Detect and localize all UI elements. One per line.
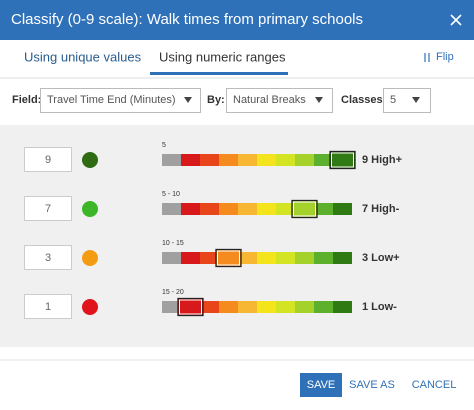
classes-value: 5 [390,94,396,106]
scale-segment[interactable] [162,301,181,313]
close-button[interactable] [450,14,462,26]
value-input[interactable] [24,294,72,319]
class-swatch [82,250,98,266]
scale-segment[interactable] [162,203,181,215]
by-label: By: [207,94,225,106]
scale-segment[interactable] [295,154,314,166]
scale-segment[interactable] [314,203,333,215]
dropdown-arrow [412,97,420,103]
class-swatch [82,299,98,315]
class-label: 3 Low+ [362,252,400,264]
class-swatch [82,152,98,168]
scale-segment[interactable] [238,203,257,215]
scale-segment[interactable] [181,154,200,166]
scale-segment[interactable] [219,154,238,166]
scale-segment[interactable] [276,252,295,264]
value-input[interactable] [24,147,72,172]
class-label: 7 High- [362,203,400,215]
by-value: Natural Breaks [233,94,306,106]
tab-underline [150,72,288,75]
scale-selected-inner [331,152,354,168]
value-input[interactable] [24,245,72,270]
class-label: 1 Low- [362,301,397,313]
header-bar [0,0,474,40]
value-text: 7 [45,203,51,215]
scale-segment[interactable] [276,301,295,313]
scale-segment[interactable] [238,154,257,166]
scale-segment[interactable] [200,154,219,166]
tab[interactable]: Using unique values [24,49,142,64]
scale-selected-inner [217,250,240,266]
scale-segment[interactable] [238,252,257,264]
field-label: Field: [12,94,41,106]
dropdown-arrow [184,97,192,103]
dialog-title: Classify (0-9 scale): Walk times from pr… [11,11,363,28]
flip-button[interactable]: Flip [436,51,454,63]
cancel-button[interactable]: CANCEL [412,379,457,391]
value-text: 9 [45,154,51,166]
scale-segment[interactable] [200,203,219,215]
save-label: SAVE [307,379,336,391]
classes-label: Classes: [341,94,386,106]
value-text: 1 [45,301,51,313]
classes-select[interactable] [383,88,431,113]
scale-segment[interactable] [333,301,352,313]
scale-segment[interactable] [200,301,219,313]
scale-selected-inner [293,201,316,217]
scale-selected-inner [179,299,202,315]
scale-segment[interactable] [162,154,181,166]
scale-segment[interactable] [314,154,333,166]
scale-segment[interactable] [257,203,276,215]
scale-segment[interactable] [276,154,295,166]
scale-selected[interactable] [291,199,318,219]
class-rows: 9 5 9 High+ 7 5 - 10 7 High- 3 10 - 15 3 Low+ 1 15… [24,142,402,319]
scale-selected[interactable] [177,297,204,317]
value-input[interactable] [24,196,72,221]
scale-segment[interactable] [181,252,200,264]
range-label: 5 - 10 [162,191,180,198]
save-button[interactable] [300,373,342,397]
range-label: 10 - 15 [162,240,184,247]
scale-segment[interactable] [181,203,200,215]
scale-segment[interactable] [295,252,314,264]
by-select[interactable] [226,88,333,113]
scale-segment[interactable] [257,252,276,264]
class-swatch [82,201,98,217]
scale-segment[interactable] [333,252,352,264]
field-select[interactable] [40,88,201,113]
scale-selected[interactable] [329,150,356,170]
range-label: 15 - 20 [162,289,184,296]
scale-segment[interactable] [219,301,238,313]
scale-segment[interactable] [162,252,181,264]
scale-segment[interactable] [238,301,257,313]
range-label: 5 [162,142,166,149]
scale-segment[interactable] [276,203,295,215]
scale-segment[interactable] [314,252,333,264]
save-as-button[interactable]: SAVE AS [349,379,395,391]
scale-segment[interactable] [219,203,238,215]
class-label: 9 High+ [362,154,402,166]
dropdown-arrow [315,97,323,103]
scale-segment[interactable] [200,252,219,264]
scale-selected[interactable] [215,248,242,268]
scale-segment[interactable] [257,154,276,166]
scale-segment[interactable] [333,203,352,215]
scale-segment[interactable] [295,301,314,313]
tab-active[interactable]: Using numeric ranges [159,49,286,64]
flip-icon[interactable] [424,53,430,62]
scale-segment[interactable] [257,301,276,313]
scale-segment[interactable] [314,301,333,313]
value-text: 3 [45,252,51,264]
field-value: Travel Time End (Minutes) [47,94,176,106]
